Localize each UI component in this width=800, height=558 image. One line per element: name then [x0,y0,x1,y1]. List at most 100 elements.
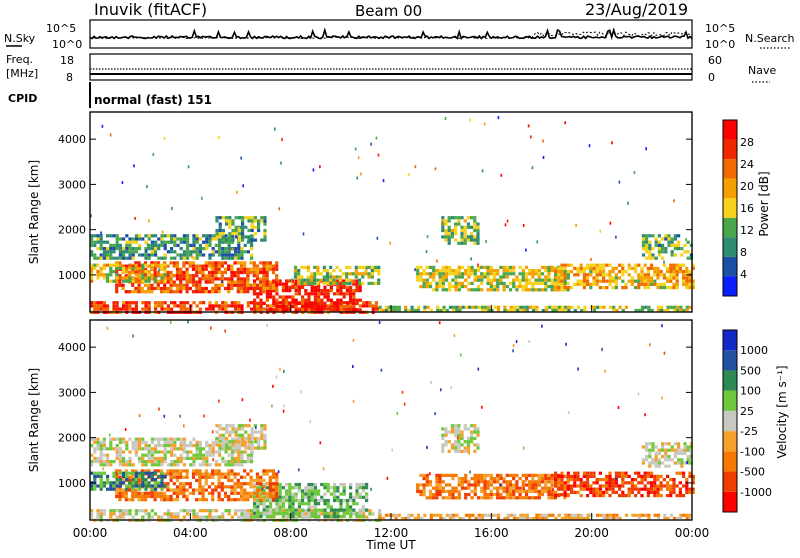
echo-cell [211,472,215,476]
echo-cell [182,264,186,268]
power-colorbar-tick: 12 [740,224,754,237]
echo-cell [217,475,221,479]
echo-cell [355,502,359,506]
echo-cell [99,270,103,274]
echo-cell [460,265,465,269]
echo-cell [147,515,151,519]
echo-cell [102,263,106,267]
echo-cell [259,270,263,275]
echo-cell [355,308,359,312]
echo-cell [271,498,276,502]
echo-cell [441,265,445,269]
echo-cell [457,449,461,453]
echo-cell [221,446,225,450]
echo-cell [316,265,320,269]
echo-cell [198,290,202,294]
echo-cell [492,285,497,289]
echo-cell [147,237,151,241]
echo-cell [677,448,681,452]
echo-cell [182,301,186,305]
echo-cell [147,253,151,257]
echo-cell [127,270,132,275]
echo-cell [365,492,369,496]
echo-cell [202,453,206,457]
echo-cell [470,483,474,487]
echo-cell [259,267,263,271]
echo-cell [173,301,177,305]
echo-cell [473,486,477,490]
echo-cell [447,430,451,434]
echo-cell [134,270,138,275]
echo-cell [157,237,161,241]
echo-cell [672,305,677,309]
echo-cell [685,484,689,488]
echo-cell [355,279,359,283]
echo-cell [553,496,557,500]
echo-cell [144,478,148,482]
echo-cell [90,460,94,464]
echo-cell [647,513,651,517]
echo-cell [499,281,503,285]
echo-cell [217,482,221,486]
echo-cell [467,493,471,497]
echo-cell [426,305,430,309]
echo-cell [544,480,548,484]
echo-cell [217,469,221,473]
echo-speckle [238,226,240,230]
echo-cell [231,446,235,450]
echo-cell [661,445,665,449]
echo-cell [179,447,183,451]
echo-cell [208,243,212,247]
power-colorbar-tick: 8 [740,246,747,259]
echo-cell [257,446,261,450]
echo-cell [645,442,649,446]
echo-cell [640,481,644,485]
echo-speckle [209,266,212,269]
echo-cell [163,494,167,499]
echo-cell [489,288,493,292]
echo-speckle [497,116,500,120]
echo-speckle [453,334,456,338]
echo-cell [509,308,513,313]
echo-cell [237,460,241,464]
echo-cell [444,433,448,437]
echo-cell [271,270,276,275]
echo-cell [664,464,668,468]
echo-cell [150,234,154,238]
echo-cell [191,277,196,281]
echo-cell [186,250,190,254]
echo-cell [147,256,151,260]
echo-cell [268,286,272,291]
echo-cell [570,490,574,494]
echo-cell [323,295,327,299]
echo-cell [182,437,186,441]
echo-cell [682,273,686,277]
echo-cell [444,219,448,223]
echo-cell [163,283,167,287]
echo-cell [224,256,228,260]
velocity-colorbar-tick: -25 [740,425,758,438]
echo-cell [439,308,443,313]
echo-cell [227,512,231,516]
echo-cell [118,280,122,284]
echo-cell [378,308,382,313]
echo-cell [355,495,359,499]
echo-cell [653,481,657,485]
echo-cell [650,487,654,491]
echo-cell [246,482,250,486]
echo-cell [448,281,452,285]
echo-cell [320,289,324,293]
echo-cell [661,461,665,465]
echo-cell [377,265,381,269]
echo-cell [489,281,493,285]
echo-cell [618,263,622,267]
echo-cell [416,278,420,282]
echo-cell [154,512,158,516]
echo-cell [96,437,100,441]
echo-cell [664,237,668,241]
echo-speckle [644,413,646,417]
echo-cell [685,286,689,290]
echo-cell [566,474,570,478]
echo-cell [218,237,222,241]
echo-cell [441,272,445,276]
